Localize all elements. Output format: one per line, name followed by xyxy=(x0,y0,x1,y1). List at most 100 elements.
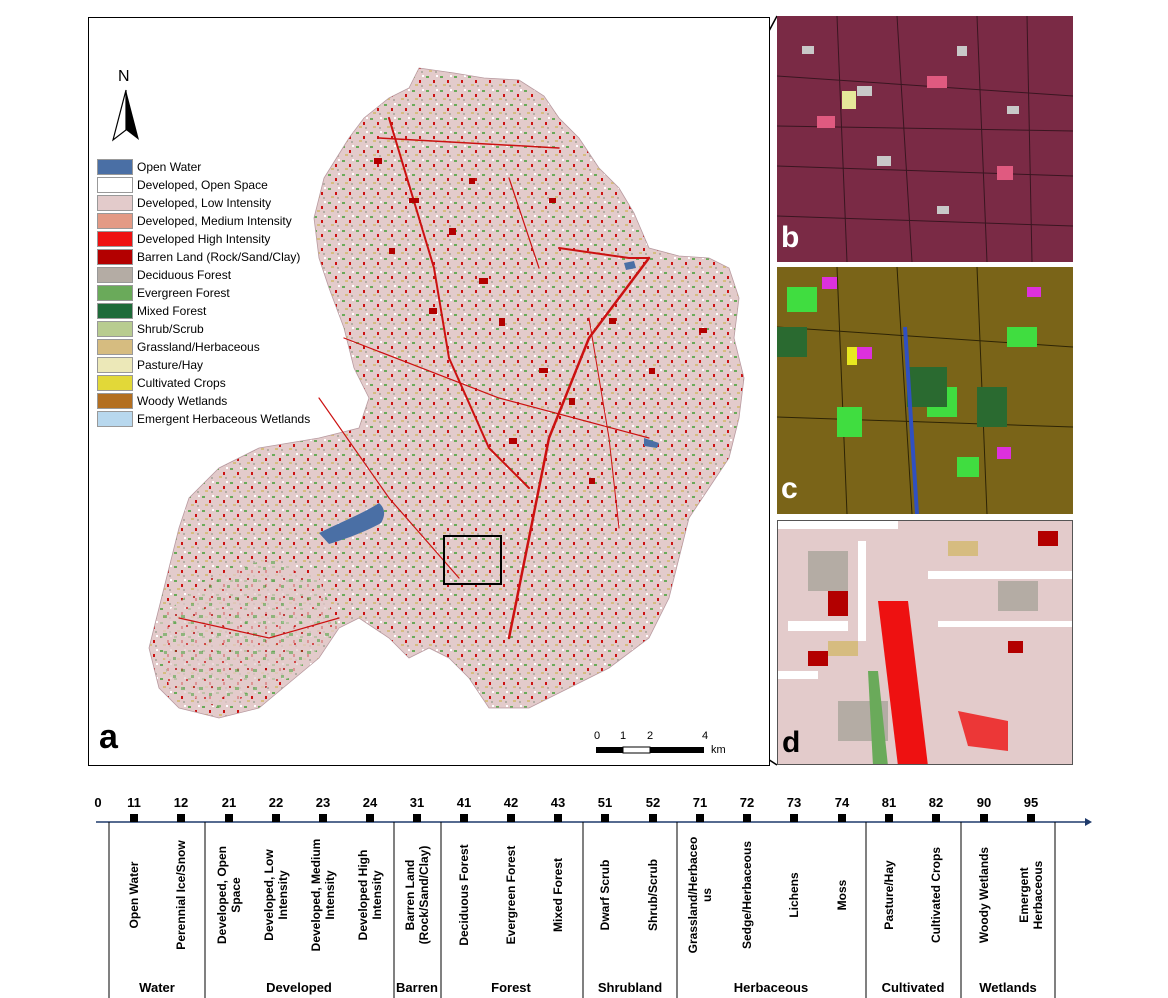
legend-item: Emergent Herbaceous Wetlands xyxy=(97,410,310,428)
class-name: Barren Land (Rock/Sand/Clay) xyxy=(403,845,431,945)
class-group-label: Water xyxy=(139,980,175,995)
class-name: Lichens xyxy=(787,872,801,918)
class-code: 24 xyxy=(362,795,378,810)
legend-item: Evergreen Forest xyxy=(97,284,310,302)
class-code: 74 xyxy=(834,795,850,810)
scale-unit: km xyxy=(711,744,726,756)
inset-d-classification: d xyxy=(777,520,1073,765)
legend-label: Developed, Medium Intensity xyxy=(137,214,292,228)
class-name: Moss xyxy=(835,879,849,911)
north-label: N xyxy=(118,68,130,85)
legend-swatch xyxy=(97,285,133,301)
class-name: Developed, Low Intensity xyxy=(262,849,290,941)
legend-item: Developed, Medium Intensity xyxy=(97,212,310,230)
legend-label: Shrub/Scrub xyxy=(137,322,204,336)
class-code: 21 xyxy=(221,795,237,810)
class-name: Open Water xyxy=(127,861,141,929)
legend-swatch xyxy=(97,213,133,229)
legend-label: Emergent Herbaceous Wetlands xyxy=(137,412,311,426)
legend-swatch xyxy=(97,411,133,427)
legend-swatch xyxy=(97,339,133,355)
nlcd-class-scheme xyxy=(96,814,1092,998)
legend-label: Grassland/Herbaceous xyxy=(137,340,260,354)
legend-swatch xyxy=(97,357,133,373)
legend-swatch xyxy=(97,393,133,409)
legend-swatch xyxy=(97,267,133,283)
class-code: 73 xyxy=(786,795,802,810)
legend-label: Mixed Forest xyxy=(137,304,207,318)
class-name: Mixed Forest xyxy=(551,857,565,933)
class-group-label: Forest xyxy=(491,980,531,995)
class-code: 90 xyxy=(976,795,992,810)
class-code: 71 xyxy=(692,795,708,810)
axis-start-label: 0 xyxy=(94,795,102,810)
legend-label: Pasture/Hay xyxy=(137,358,204,372)
class-code: 82 xyxy=(928,795,944,810)
legend-swatch xyxy=(97,375,133,391)
legend-item: Cultivated Crops xyxy=(97,374,310,392)
class-name: Pasture/Hay xyxy=(882,860,896,930)
panel-label-c: c xyxy=(781,472,798,505)
class-code: 42 xyxy=(503,795,519,810)
class-name: Woody Wetlands xyxy=(977,846,991,944)
class-code: 12 xyxy=(173,795,189,810)
legend-label: Deciduous Forest xyxy=(137,268,232,282)
legend-item: Mixed Forest xyxy=(97,302,310,320)
class-code: 11 xyxy=(127,795,141,810)
legend-label: Evergreen Forest xyxy=(137,286,230,300)
class-group-label: Barren xyxy=(396,980,438,995)
class-group-label: Wetlands xyxy=(979,980,1037,995)
scale-bar: 0 1 2 4 km xyxy=(594,730,734,760)
class-code: 72 xyxy=(739,795,755,810)
legend-item: Open Water xyxy=(97,158,310,176)
panel-label-d: d xyxy=(782,726,801,759)
class-name: Deciduous Forest xyxy=(457,844,471,946)
scale-tick-label: 4 xyxy=(702,730,709,742)
panel-label-a: a xyxy=(99,718,118,756)
class-name: Developed, Medium Intensity xyxy=(309,838,337,952)
inset-b-imagery: b xyxy=(777,16,1073,262)
legend-label: Woody Wetlands xyxy=(137,394,228,408)
class-code: 43 xyxy=(550,795,566,810)
study-area-region xyxy=(148,67,745,719)
class-group-label: Herbaceous xyxy=(733,980,809,995)
legend-swatch xyxy=(97,303,133,319)
legend-label: Developed, Open Space xyxy=(137,178,268,192)
main-land-cover-map: N Open Water Developed, Open Space Develop… xyxy=(88,17,770,766)
legend-item: Grassland/Herbaceous xyxy=(97,338,310,356)
class-code: 95 xyxy=(1023,795,1039,810)
panel-label-b: b xyxy=(781,221,800,254)
class-name: Dwarf Scrub xyxy=(598,859,612,931)
scale-tick-label: 1 xyxy=(620,730,627,742)
legend-label: Cultivated Crops xyxy=(137,376,226,390)
legend-swatch xyxy=(97,177,133,193)
legend-swatch xyxy=(97,195,133,211)
class-code: 22 xyxy=(268,795,284,810)
class-group-label: Cultivated xyxy=(881,980,945,995)
class-code: 52 xyxy=(645,795,661,810)
zoom-area-box xyxy=(443,535,502,585)
legend-swatch xyxy=(97,231,133,247)
class-name: Developed High Intensity xyxy=(356,849,384,941)
legend-item: Deciduous Forest xyxy=(97,266,310,284)
class-code: 23 xyxy=(315,795,331,810)
class-name: Cultivated Crops xyxy=(929,846,943,944)
class-group-label: Developed xyxy=(266,980,332,995)
scale-tick-label: 2 xyxy=(647,730,654,742)
class-name: Evergreen Forest xyxy=(504,845,518,945)
class-code: 51 xyxy=(597,795,613,810)
legend-label: Open Water xyxy=(137,160,202,174)
legend-swatch xyxy=(97,159,133,175)
study-area-map xyxy=(148,67,745,719)
legend-item: Developed, Open Space xyxy=(97,176,310,194)
class-name: Emergent Herbaceous xyxy=(1017,860,1045,930)
class-name: Shrub/Scrub xyxy=(646,858,660,932)
class-code: 81 xyxy=(881,795,897,810)
inset-c-segmentation: c xyxy=(777,267,1073,514)
north-arrow-icon xyxy=(111,70,141,150)
legend-label: Developed High Intensity xyxy=(137,232,271,246)
class-name: Developed, Open Space xyxy=(215,845,243,945)
legend-swatch xyxy=(97,249,133,265)
class-name: Sedge/Herbaceous xyxy=(740,840,754,950)
legend-swatch xyxy=(97,321,133,337)
